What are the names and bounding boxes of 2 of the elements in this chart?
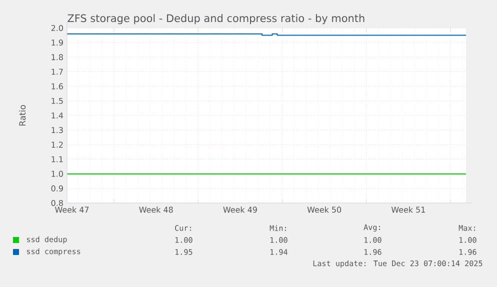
chart-title: ZFS storage pool - Dedup and compress ratio - by month (68, 14, 364, 24)
y-axis-title: Ratio (19, 105, 26, 126)
